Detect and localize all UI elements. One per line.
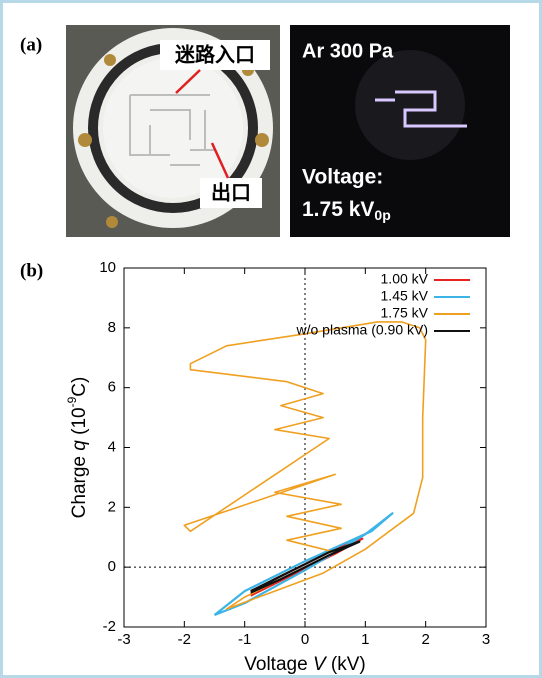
x-tick-label: -3 xyxy=(117,631,130,648)
x-axis-label: Voltage V (kV) xyxy=(244,654,365,675)
series-line xyxy=(250,540,361,594)
y-axis-label-part: -9 xyxy=(65,396,79,407)
series-line xyxy=(183,321,427,610)
y-axis-label-part: Charge xyxy=(69,451,90,519)
x-tick-label: 3 xyxy=(482,631,490,648)
voltage-sub: 0p xyxy=(374,207,390,223)
x-axis-label-part: V xyxy=(313,654,328,675)
x-axis-label-part: (kV) xyxy=(326,654,366,675)
panel-label: (b) xyxy=(20,260,43,281)
y-tick-label: 0 xyxy=(108,558,116,575)
y-tick-label: 8 xyxy=(108,319,116,336)
y-axis-label-part: q xyxy=(69,440,90,451)
legend-label: 1.75 kV xyxy=(381,305,429,321)
x-tick-label: -2 xyxy=(178,631,191,648)
y-tick-label: 10 xyxy=(99,259,116,276)
x-tick-label: 2 xyxy=(421,631,429,648)
photo-right: Ar 300 Pa Voltage: 1.75 kV0p xyxy=(290,25,510,237)
voltage-value: 1.75 kV xyxy=(302,198,374,221)
photo-label: 出口 xyxy=(211,181,251,204)
legend-label: 1.00 kV xyxy=(381,271,429,287)
y-tick-label: 2 xyxy=(108,498,116,515)
photo-label: Ar 300 Pa xyxy=(302,40,394,62)
x-tick-label: 1 xyxy=(361,631,369,648)
photo-label: 1.75 kV0p xyxy=(302,198,391,223)
legend-label: 1.45 kV xyxy=(381,288,429,304)
y-tick-label: 6 xyxy=(108,379,116,396)
panel-label: (a) xyxy=(20,34,42,55)
photo-label: Voltage: xyxy=(302,166,383,189)
x-tick-label: -1 xyxy=(238,631,251,648)
y-axis-label-part: (10 xyxy=(69,407,90,440)
legend-label: w/o plasma (0.90 kV) xyxy=(296,322,429,338)
y-tick-label: -2 xyxy=(103,618,116,635)
x-tick-label: 0 xyxy=(301,631,309,648)
photo-left: 迷路入口 出口 xyxy=(66,25,280,237)
photo-label: 迷路入口 xyxy=(174,42,255,66)
y-axis-label: Charge q (10-9C) xyxy=(65,377,90,519)
y-axis-label-part: C) xyxy=(69,377,90,397)
y-tick-label: 4 xyxy=(108,438,116,455)
series-line xyxy=(213,512,394,617)
x-axis-label-part: Voltage xyxy=(244,654,313,675)
